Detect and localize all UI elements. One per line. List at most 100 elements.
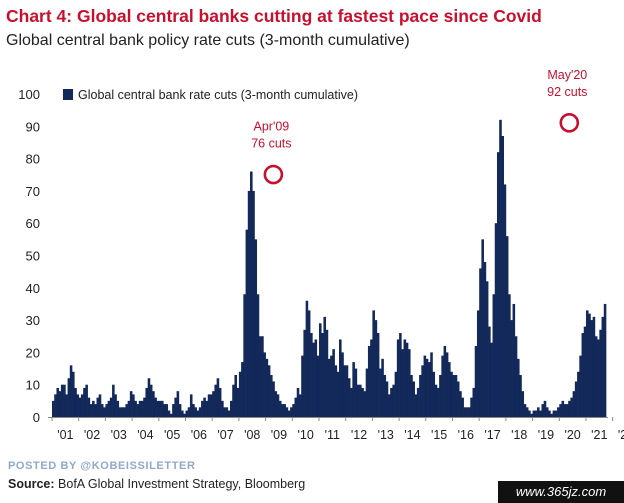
bar [334,365,338,417]
bar [543,400,547,417]
bar [519,375,522,417]
bar [183,413,186,417]
bar [254,239,258,417]
bar [407,349,411,417]
bar [505,236,509,417]
y-tick-label: 50 [26,249,40,264]
bar [412,381,415,417]
x-tick-label: '15 [431,428,447,442]
bar [89,404,93,417]
bar [94,404,97,417]
bar [356,384,360,417]
bar [301,355,304,417]
bar [436,387,440,417]
x-tick-label: '01 [57,428,73,442]
bar [176,391,180,417]
source-text: BofA Global Investment Strategy, Bloombe… [58,477,306,491]
bar [316,355,320,417]
bar [483,261,487,417]
bar [238,371,242,417]
bar [141,400,144,417]
bar [441,355,444,417]
bar [207,394,211,417]
bar [419,375,422,417]
bar [545,407,549,417]
bar [474,345,478,417]
bar [490,342,493,417]
bar [421,365,424,417]
y-tick-label: 30 [26,313,40,328]
bar [470,397,473,417]
bar [56,387,60,417]
bar [250,171,253,417]
bar [305,300,309,417]
bar [327,358,331,417]
bar [394,371,398,417]
bar [118,407,122,417]
bar [554,410,558,417]
bar [448,362,451,417]
bar [69,365,73,417]
bar [203,397,206,417]
bar [374,320,378,417]
bar [114,394,117,417]
bar [287,410,291,417]
x-tick-label: '09 [271,428,287,442]
bar [588,313,591,417]
bar [528,410,531,417]
bar [379,368,382,417]
x-tick-label: '03 [111,428,127,442]
bar [570,397,573,417]
bar [214,384,217,417]
bar [221,400,224,417]
bar [350,387,353,417]
bar [154,397,157,417]
bar [198,407,202,417]
bar [510,320,513,417]
x-tick-label: '08 [244,428,260,442]
bar [432,371,436,417]
x-tick-label: '02 [84,428,100,442]
bar [385,381,389,417]
bar [601,316,605,417]
bar [194,407,197,417]
bar [120,407,124,417]
bar [499,119,502,417]
bar [332,349,335,417]
bar [303,329,306,417]
bar [136,404,140,417]
y-tick-label: 40 [26,281,40,296]
bar [463,407,467,417]
x-tick-label: '17 [484,428,500,442]
bar [74,387,77,417]
bar [290,407,293,417]
bar [292,404,295,417]
bar [568,400,571,417]
bar [149,384,153,417]
bar [172,404,175,417]
bar [430,352,433,417]
bar [492,294,496,417]
bar [267,365,271,417]
bar [272,381,275,417]
y-tick-label: 90 [26,119,40,134]
bar [98,394,102,417]
bar [396,339,400,417]
annotation-date: May'20 [547,68,587,82]
bar [263,352,266,417]
bar [416,387,420,417]
bar [392,384,395,417]
bar [476,310,480,417]
bar [187,407,191,417]
bar [479,268,482,417]
bar [523,404,527,417]
bar [456,381,460,417]
y-tick-label: 70 [26,184,40,199]
bar [310,333,313,417]
bar [345,365,349,417]
bar [572,391,576,417]
bar [314,339,318,417]
x-tick-label: '11 [325,428,340,442]
bar [354,368,358,417]
bar [60,384,64,417]
